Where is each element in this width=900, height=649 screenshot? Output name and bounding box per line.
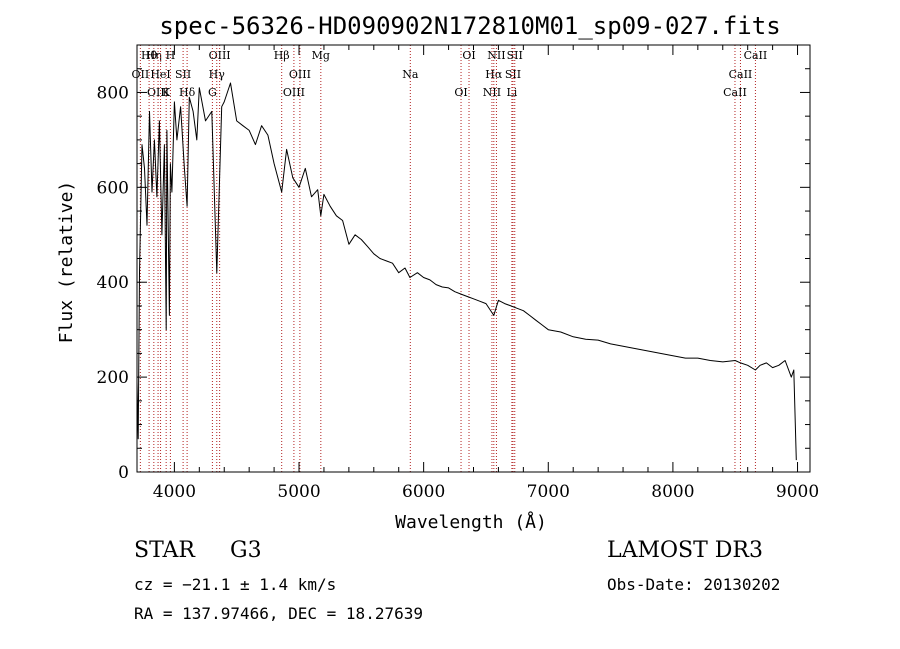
series-flux [136, 82, 797, 461]
observation-date: Obs-Date: 20130202 [607, 575, 781, 594]
line-label: CaII [729, 68, 753, 81]
y-tick-label: 600 [97, 178, 129, 198]
spectral-line-markers: HθOIIOIIIHηHeIKHSIIHδOIIIHγGHβOIIIOIIIMg… [132, 45, 768, 472]
line-label: Hβ [274, 49, 290, 62]
line-label: NII [483, 86, 501, 99]
line-label: OIII [283, 86, 305, 99]
line-label: OII [132, 68, 150, 81]
line-label: NII [487, 49, 505, 62]
y-tick-label: 200 [97, 368, 129, 388]
object-class: STAR G3 [134, 538, 262, 563]
line-label: OI [454, 86, 467, 99]
y-tick-label: 800 [97, 83, 129, 103]
y-axis-label: Flux (relative) [56, 181, 77, 344]
x-tick-label: 4000 [153, 482, 196, 502]
line-label: Hθ [141, 49, 158, 62]
line-label: Hγ [209, 68, 226, 81]
chart-title: spec-56326-HD090902N172810M01_sp09-027.f… [159, 12, 780, 40]
line-label: Hδ [179, 86, 196, 99]
y-tick-label: 0 [118, 463, 129, 483]
x-tick-label: 7000 [527, 482, 570, 502]
survey-label: LAMOST DR3 [607, 538, 763, 563]
axes: 4000 5000 6000 7000 8000 9000 0 200 400 600 800 [97, 44, 819, 502]
line-label: CaII [723, 86, 747, 99]
line-label: SII [507, 49, 523, 62]
class-label: STAR [134, 538, 195, 563]
line-label: SII [505, 68, 521, 81]
y-tick-label: 400 [97, 273, 129, 293]
line-label: OI [462, 49, 475, 62]
coordinates-readout: RA = 137.97466, DEC = 18.27639 [134, 604, 423, 623]
line-label: CaII [744, 49, 768, 62]
line-label: K [162, 86, 171, 99]
subclass-label: G3 [230, 538, 262, 563]
line-label: Hα [485, 68, 503, 81]
line-label: Hη [146, 49, 162, 62]
line-label: H [166, 49, 176, 62]
line-label: OIII [147, 86, 169, 99]
redshift-readout: cz = −21.1 ± 1.4 km/s [134, 575, 337, 594]
line-label: OIII [209, 49, 231, 62]
plot-frame [136, 44, 811, 473]
x-axis-label: Wavelength (Å) [395, 511, 547, 533]
line-label: SII [175, 68, 191, 81]
x-tick-label: 8000 [651, 482, 694, 502]
line-label: Li [506, 86, 517, 99]
x-tick-label: 5000 [277, 482, 320, 502]
line-label: Na [402, 68, 419, 81]
x-tick-label: 6000 [402, 482, 445, 502]
flux-series [136, 82, 797, 461]
line-label: Mg [312, 49, 330, 62]
x-tick-label: 9000 [776, 482, 819, 502]
line-label: G [208, 86, 217, 99]
line-label: HeI [150, 68, 170, 81]
line-label: OIII [289, 68, 311, 81]
